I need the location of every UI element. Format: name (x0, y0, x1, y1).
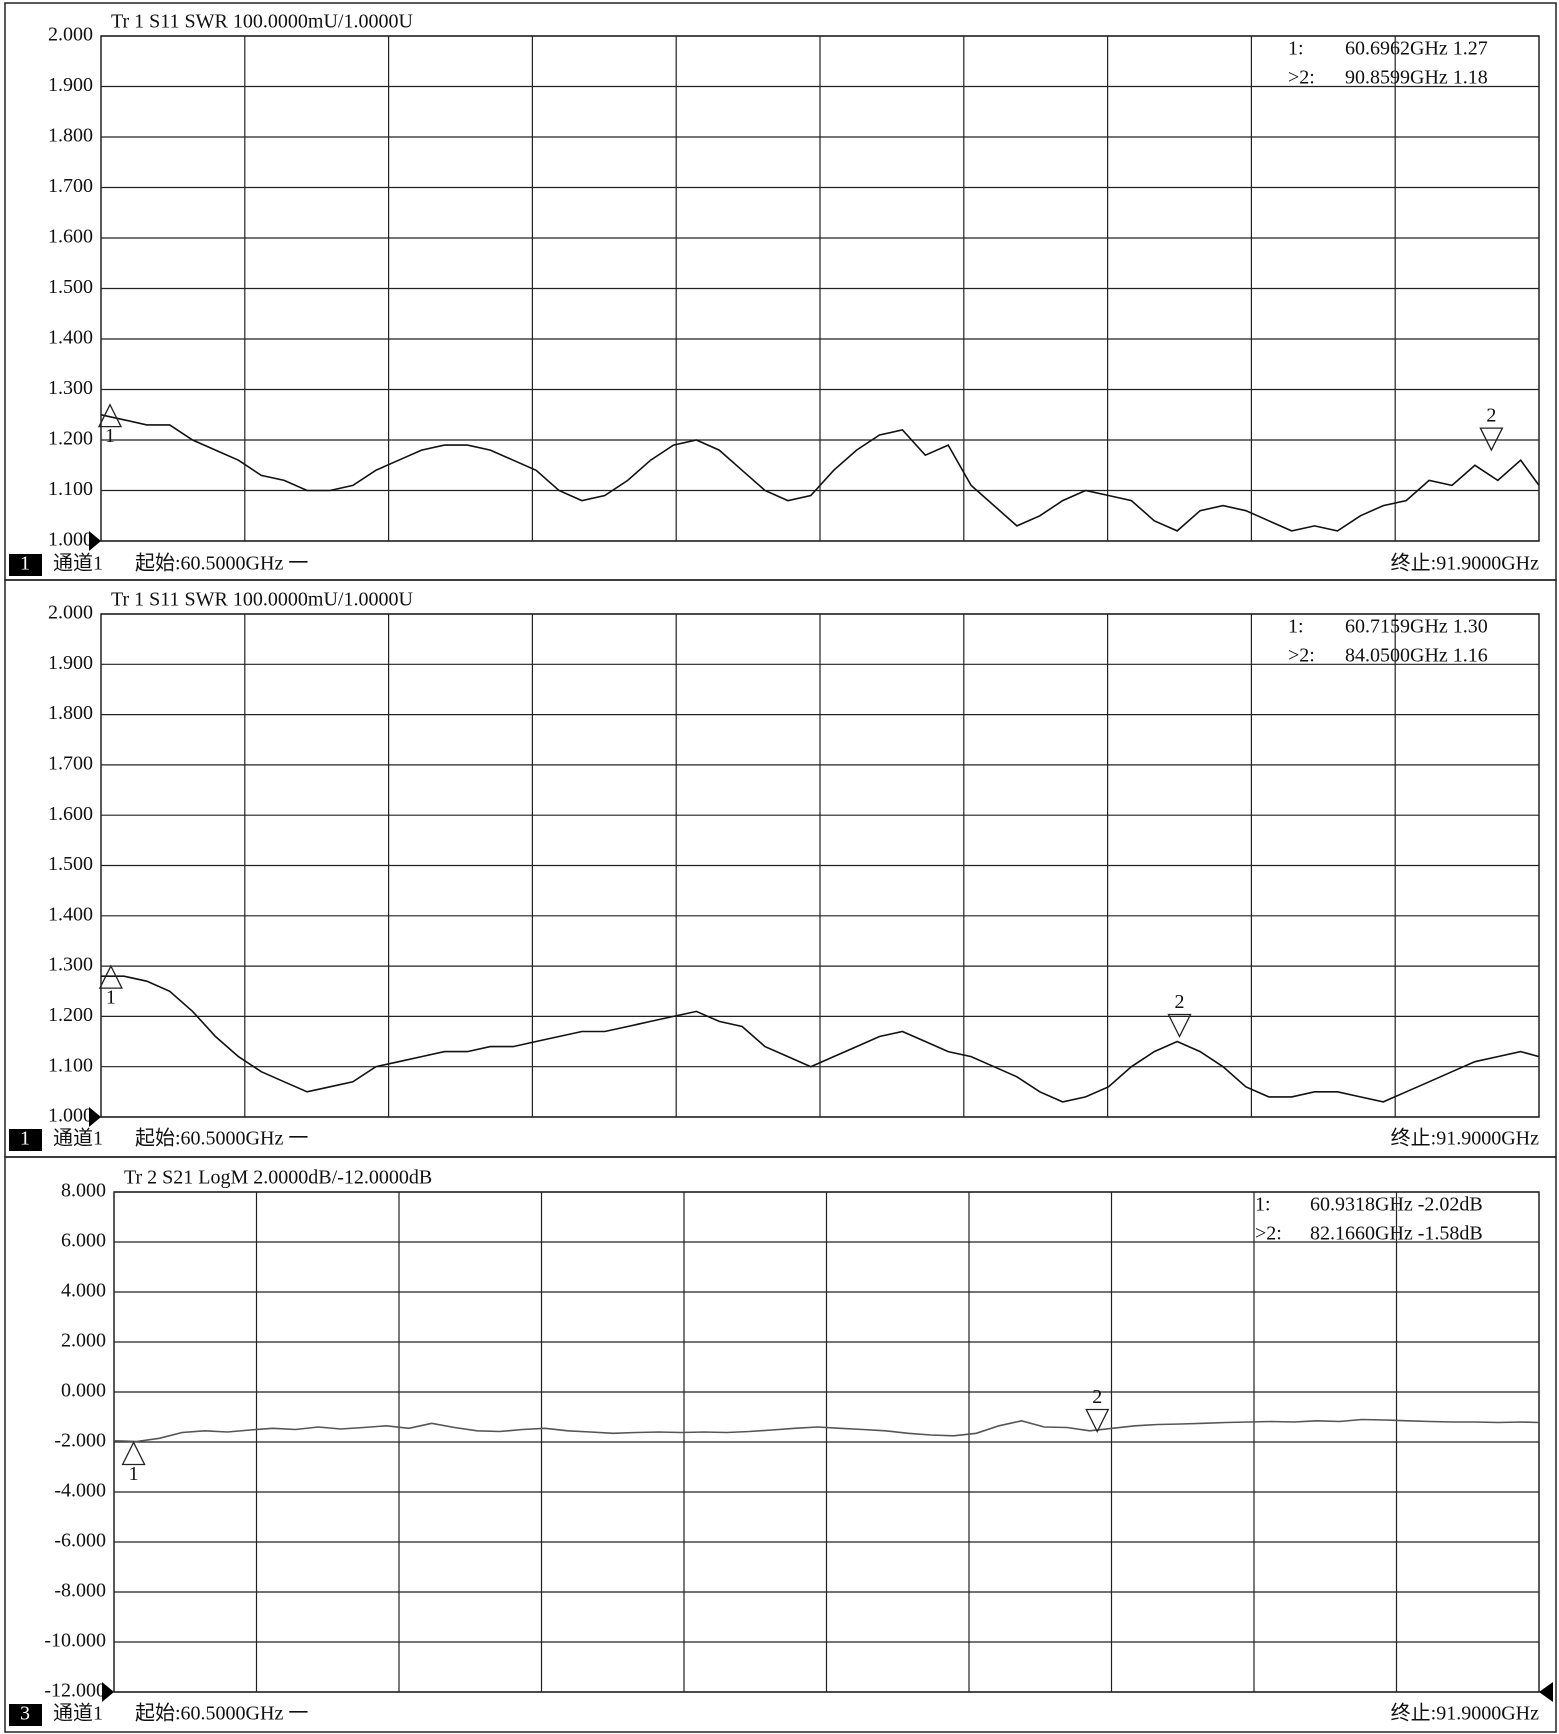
reference-arrow (89, 531, 101, 551)
y-tick-label: 1.400 (48, 903, 93, 925)
start-frequency: 起始:60.5000GHz 一 (135, 1702, 308, 1725)
panel-border (4, 579, 1557, 1158)
marker-readout: 90.8599GHz 1.18 (1345, 67, 1488, 89)
marker-label: 2 (1175, 991, 1185, 1013)
y-tick-label: 8.000 (61, 1180, 106, 1202)
y-tick-label: 1.200 (48, 1004, 93, 1026)
channel-box (9, 1704, 42, 1726)
y-tick-label: 1.500 (48, 276, 93, 298)
marker-label: 1 (106, 987, 116, 1009)
reference-arrow (1539, 1682, 1553, 1702)
channel-box (9, 1129, 42, 1151)
marker-triangle (98, 964, 123, 989)
stop-frequency: 终止:91.9000GHz (1391, 1127, 1539, 1150)
marker-label: 1 (129, 1463, 139, 1485)
y-tick-label: 1.100 (48, 1054, 93, 1076)
reference-arrow (89, 1107, 101, 1127)
marker-readout: 60.6962GHz 1.27 (1345, 38, 1488, 60)
marker-readout: 82.1660GHz -1.58dB (1310, 1223, 1483, 1245)
start-frequency: 起始:60.5000GHz 一 (135, 1127, 308, 1150)
channel-name: 通道1 (53, 1127, 103, 1150)
stop-frequency: 终止:91.9000GHz (1391, 1702, 1539, 1725)
marker-prefix: >2: (1255, 1223, 1282, 1245)
channel-name: 通道1 (53, 552, 103, 575)
panel-border (4, 1156, 1557, 1733)
marker-label: 2 (1092, 1386, 1102, 1408)
marker-prefix: >2: (1288, 67, 1315, 89)
y-tick-label: 1.300 (48, 377, 93, 399)
marker-readout: 60.7159GHz 1.30 (1345, 616, 1488, 638)
y-tick-label: 2.000 (61, 1330, 106, 1352)
stop-frequency: 终止:91.9000GHz (1391, 552, 1539, 575)
y-tick-label: 1.000 (48, 529, 93, 551)
y-tick-label: 1.700 (48, 752, 93, 774)
trace-title: Tr 1 S11 SWR 100.0000mU/1.0000U (111, 11, 413, 33)
marker-label: 2 (1486, 405, 1496, 427)
y-tick-label: 1.300 (48, 954, 93, 976)
marker-readout: 60.9318GHz -2.02dB (1310, 1194, 1483, 1216)
marker-prefix: 1: (1255, 1194, 1271, 1216)
marker-prefix: 1: (1288, 616, 1304, 638)
y-tick-label: -8.000 (54, 1580, 106, 1602)
y-tick-label: 1.900 (48, 74, 93, 96)
reference-arrow (102, 1682, 114, 1702)
marker-triangle (1085, 1408, 1110, 1433)
y-tick-label: 2.000 (48, 602, 93, 624)
trace-title: Tr 1 S11 SWR 100.0000mU/1.0000U (111, 589, 413, 611)
y-tick-label: 1.600 (48, 226, 93, 248)
y-tick-label: 1.800 (48, 702, 93, 724)
marker-triangle (1479, 427, 1504, 452)
channel-name: 通道1 (53, 1702, 103, 1725)
y-tick-label: 1.400 (48, 327, 93, 349)
y-tick-label: 0.000 (61, 1380, 106, 1402)
y-tick-label: -4.000 (54, 1480, 106, 1502)
y-tick-label: 1.800 (48, 125, 93, 147)
marker-prefix: 1: (1288, 38, 1304, 60)
y-tick-label: -2.000 (54, 1430, 106, 1452)
trace (113, 1418, 1540, 1443)
y-tick-label: 2.000 (48, 24, 93, 46)
channel-number: 3 (20, 1703, 30, 1725)
marker-readout: 84.0500GHz 1.16 (1345, 645, 1488, 667)
y-tick-label: 1.500 (48, 853, 93, 875)
channel-box (9, 554, 42, 576)
y-tick-label: 1.000 (48, 1105, 93, 1127)
trace (101, 975, 1540, 1103)
start-frequency: 起始:60.5000GHz 一 (135, 552, 308, 575)
y-tick-label: 4.000 (61, 1280, 106, 1302)
y-tick-label: 1.900 (48, 652, 93, 674)
y-tick-label: -6.000 (54, 1530, 106, 1552)
y-tick-label: -12.000 (44, 1680, 106, 1702)
marker-triangle (121, 1441, 146, 1466)
y-tick-label: -10.000 (44, 1630, 106, 1652)
marker-label: 1 (105, 425, 115, 447)
channel-number: 1 (20, 1128, 30, 1150)
marker-triangle (97, 403, 123, 428)
y-tick-label: 6.000 (61, 1230, 106, 1252)
marker-prefix: >2: (1288, 645, 1315, 667)
trace-title: Tr 2 S21 LogM 2.0000dB/-12.0000dB (124, 1167, 432, 1189)
channel-number: 1 (20, 553, 30, 575)
y-tick-label: 1.200 (48, 428, 93, 450)
marker-triangle (1167, 1013, 1192, 1038)
trace (100, 414, 1540, 532)
y-tick-label: 1.100 (48, 478, 93, 500)
y-tick-label: 1.600 (48, 803, 93, 825)
panel-border (4, 2, 1557, 581)
y-tick-label: 1.700 (48, 175, 93, 197)
